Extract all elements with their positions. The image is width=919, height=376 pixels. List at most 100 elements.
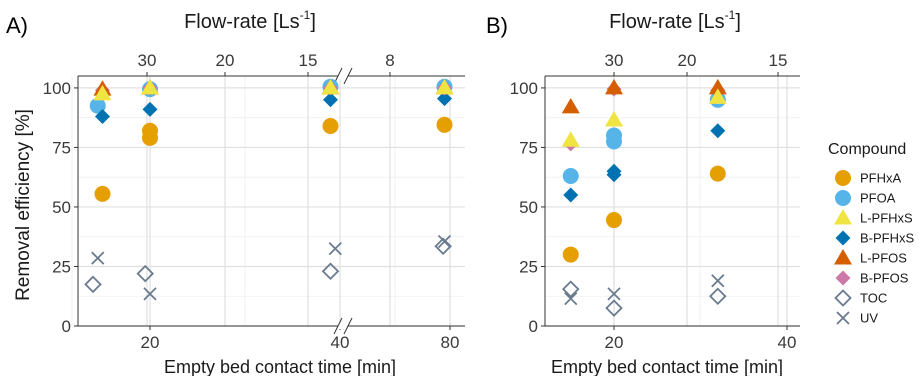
panel-b-point-b-pfhxs (563, 187, 579, 203)
panel-a-x-axis-title: Empty bed contact time [min] (164, 357, 396, 376)
legend-label: B-PFHxS (860, 231, 915, 246)
panel-b-point-uv (607, 287, 621, 301)
panel-a-point-uv (437, 234, 452, 249)
panel-a-point-pfhxa (94, 185, 111, 202)
panel-b-x-tick-label: 20 (605, 333, 624, 352)
panel-b-y-tick-label: 0 (529, 317, 538, 336)
legend-item-pfhxa: PFHxA (835, 170, 902, 186)
panel-b-point-pfhxa (709, 165, 726, 182)
panel-a-point-pfhxa (142, 129, 158, 146)
panel-b-top-tick-label: 20 (678, 51, 697, 70)
panel-b-top-axis-title-sup: -1 (725, 8, 736, 22)
panel-a-x-tick-label: 80 (441, 333, 460, 352)
panel-b-x-axis-title: Empty bed contact time [min] (551, 357, 783, 376)
panel-a-top-axis-title-end: ] (310, 11, 316, 33)
panel-a: A) Flow-rate [Ls-1] Removal efficiency [… (6, 8, 465, 376)
panel-b-point-l-pfos (605, 78, 623, 95)
legend: Compound PFHxA PFOA L-PFHxS B-PFHxS L-PFOS B-… (828, 141, 915, 326)
panel-b-point-pfoa (562, 168, 579, 184)
legend-item-b-pfos: B-PFOS (835, 270, 909, 286)
legend-marker-b-pfhxs (835, 230, 851, 246)
panel-a-point-l-pfhxs (435, 78, 454, 95)
panel-a-top-tick-label: 8 (385, 51, 394, 70)
panel-b-point-toc (561, 280, 580, 298)
legend-marker-pfoa (835, 190, 851, 206)
panel-b-point-b-pfhxs (710, 123, 726, 139)
panel-b-label: B) (486, 13, 508, 38)
panel-a-y-axis-title: Removal efficiency [%] (13, 109, 34, 301)
panel-b: B) Flow-rate [Ls-1] Empty bed contact ti… (486, 8, 800, 376)
panel-a-y-tick-label: 25 (52, 257, 71, 276)
panel-a-point-toc (434, 237, 452, 256)
panel-a-point-toc (321, 262, 340, 281)
panel-a-top-axis-title-sup: -1 (300, 8, 311, 22)
panel-a-point-l-pfhxs (93, 84, 112, 101)
panel-b-point-uv (564, 291, 578, 306)
legend-marker-pfhxa (835, 170, 851, 186)
panel-b-background (545, 76, 800, 326)
panel-b-top-tick-label: 30 (605, 51, 624, 70)
panel-b-point-l-pfhxs (605, 111, 623, 127)
legend-marker-l-pfos (834, 249, 852, 265)
panel-a-label: A) (6, 13, 28, 38)
panel-b-point-l-pfos (561, 97, 580, 114)
panel-b-top-axis-title: Flow-rate [Ls-1] (609, 8, 741, 33)
legend-item-toc: TOC (834, 289, 887, 307)
panel-a-plot-area: 0 25 50 75 100 20 40 80 30 20 15 8 (43, 51, 465, 352)
panel-a-background (78, 76, 465, 326)
legend-label: UV (860, 311, 878, 326)
panel-b-top-tick-label: 15 (769, 51, 788, 70)
panel-b-point-uv (711, 274, 725, 288)
panel-b-point-toc (709, 287, 727, 306)
panel-a-point-b-pfhxs (437, 91, 452, 107)
panel-b-point-pfhxa (562, 246, 579, 263)
legend-marker-uv (836, 311, 850, 325)
legend-item-pfoa: PFOA (835, 190, 896, 206)
panel-a-point-b-pfhxs (142, 101, 158, 117)
panel-a-y-tick-label: 75 (52, 138, 71, 157)
legend-label: L-PFHxS (860, 211, 913, 226)
legend-label: B-PFOS (860, 271, 909, 286)
legend-title: Compound (828, 141, 906, 158)
panel-b-point-l-pfhxs (708, 88, 727, 104)
panel-b-point-toc (605, 299, 623, 317)
panel-b-point-l-pfos (708, 78, 727, 95)
panel-a-y-tick-label: 100 (43, 79, 71, 98)
legend-item-b-pfhxs: B-PFHxS (835, 230, 915, 246)
panel-b-x-tick-label: 40 (778, 333, 797, 352)
panel-b-point-l-pfhxs (561, 131, 580, 147)
panel-a-top-tick-label: 15 (299, 51, 318, 70)
legend-label: PFHxA (860, 171, 902, 186)
panel-b-plot-area: 0 25 50 75 100 20 40 30 20 15 (510, 51, 800, 352)
legend-label: L-PFOS (860, 251, 907, 266)
legend-item-l-pfhxs: L-PFHxS (834, 209, 913, 226)
panel-a-point-b-pfhxs (323, 92, 338, 108)
panel-a-point-uv (143, 287, 157, 301)
panel-b-point-pfhxa (606, 212, 622, 229)
legend-marker-toc (834, 289, 852, 307)
panel-b-top-axis-title-main: Flow-rate [Ls (609, 11, 725, 33)
panel-a-point-l-pfhxs (141, 78, 159, 95)
panel-a-point-toc (84, 275, 102, 294)
panel-b-point-pfoa (606, 133, 622, 150)
panel-a-point-pfhxa (436, 116, 453, 133)
legend-item-l-pfos: L-PFOS (834, 249, 907, 266)
panel-a-point-pfhxa (322, 118, 339, 134)
panel-b-top-axis-title-end: ] (735, 11, 741, 33)
panel-a-y-tick-label: 50 (52, 198, 71, 217)
panel-a-top-tick-label: 20 (216, 51, 235, 70)
panel-b-y-tick-label: 25 (519, 257, 538, 276)
legend-item-uv: UV (836, 311, 878, 326)
legend-marker-l-pfhxs (834, 209, 852, 225)
panel-a-top-axis-title: Flow-rate [Ls-1] (184, 8, 316, 33)
panel-a-x-tick-label: 40 (331, 333, 350, 352)
panel-a-y-tick-label: 0 (62, 317, 71, 336)
panel-a-point-l-pfhxs (321, 78, 340, 95)
legend-marker-b-pfos (835, 270, 851, 286)
panel-b-y-tick-label: 50 (519, 198, 538, 217)
panel-b-y-tick-label: 100 (510, 79, 538, 98)
panel-a-top-tick-label: 30 (138, 51, 157, 70)
panel-a-top-axis-title-main: Flow-rate [Ls (184, 11, 300, 33)
legend-label: TOC (860, 291, 887, 306)
